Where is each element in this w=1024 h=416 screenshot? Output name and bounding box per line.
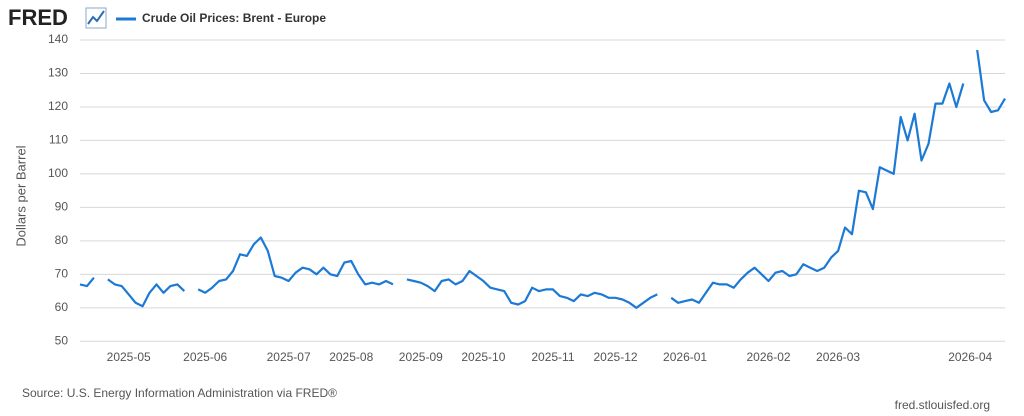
y-tick-label: 80: [55, 233, 69, 247]
data-line: [976, 49, 1006, 114]
data-line: [197, 236, 394, 294]
y-tick-label: 90: [55, 200, 69, 214]
x-tick-label: 2026-04: [948, 350, 992, 364]
data-line: [79, 277, 95, 288]
y-tick-label: 60: [55, 300, 69, 314]
y-tick-label: 140: [48, 32, 68, 46]
x-tick-label: 2026-01: [663, 350, 707, 364]
x-tick-label: 2025-07: [267, 350, 311, 364]
source: Source: U.S. Energy Information Administ…: [22, 386, 337, 400]
x-tick-label: 2025-12: [594, 350, 638, 364]
site: fred.stlouisfed.org: [895, 398, 990, 412]
y-tick-label: 110: [49, 133, 68, 147]
y-axis-label: Dollars per Barrel: [13, 145, 28, 246]
x-tick-label: 2026-03: [816, 350, 860, 364]
x-tick-label: 2025-10: [461, 350, 505, 364]
x-tick-label: 2026-02: [747, 350, 791, 364]
logo: FRED: [8, 5, 68, 30]
x-tick-label: 2025-05: [107, 350, 151, 364]
data-line: [670, 82, 965, 304]
y-tick-label: 120: [48, 99, 68, 113]
logo-icon: [85, 7, 107, 29]
y-tick-label: 100: [48, 166, 68, 180]
y-tick-label: 50: [55, 333, 69, 347]
x-tick-label: 2025-09: [399, 350, 443, 364]
x-tick-label: 2025-06: [183, 350, 227, 364]
data-line: [107, 278, 186, 308]
data-line: [406, 269, 658, 309]
x-tick-label: 2025-08: [329, 350, 373, 364]
y-tick-label: 130: [48, 66, 68, 80]
y-tick-label: 70: [55, 267, 69, 281]
legend-label: Crude Oil Prices: Brent - Europe: [142, 11, 326, 25]
x-tick-label: 2025-11: [531, 350, 574, 364]
